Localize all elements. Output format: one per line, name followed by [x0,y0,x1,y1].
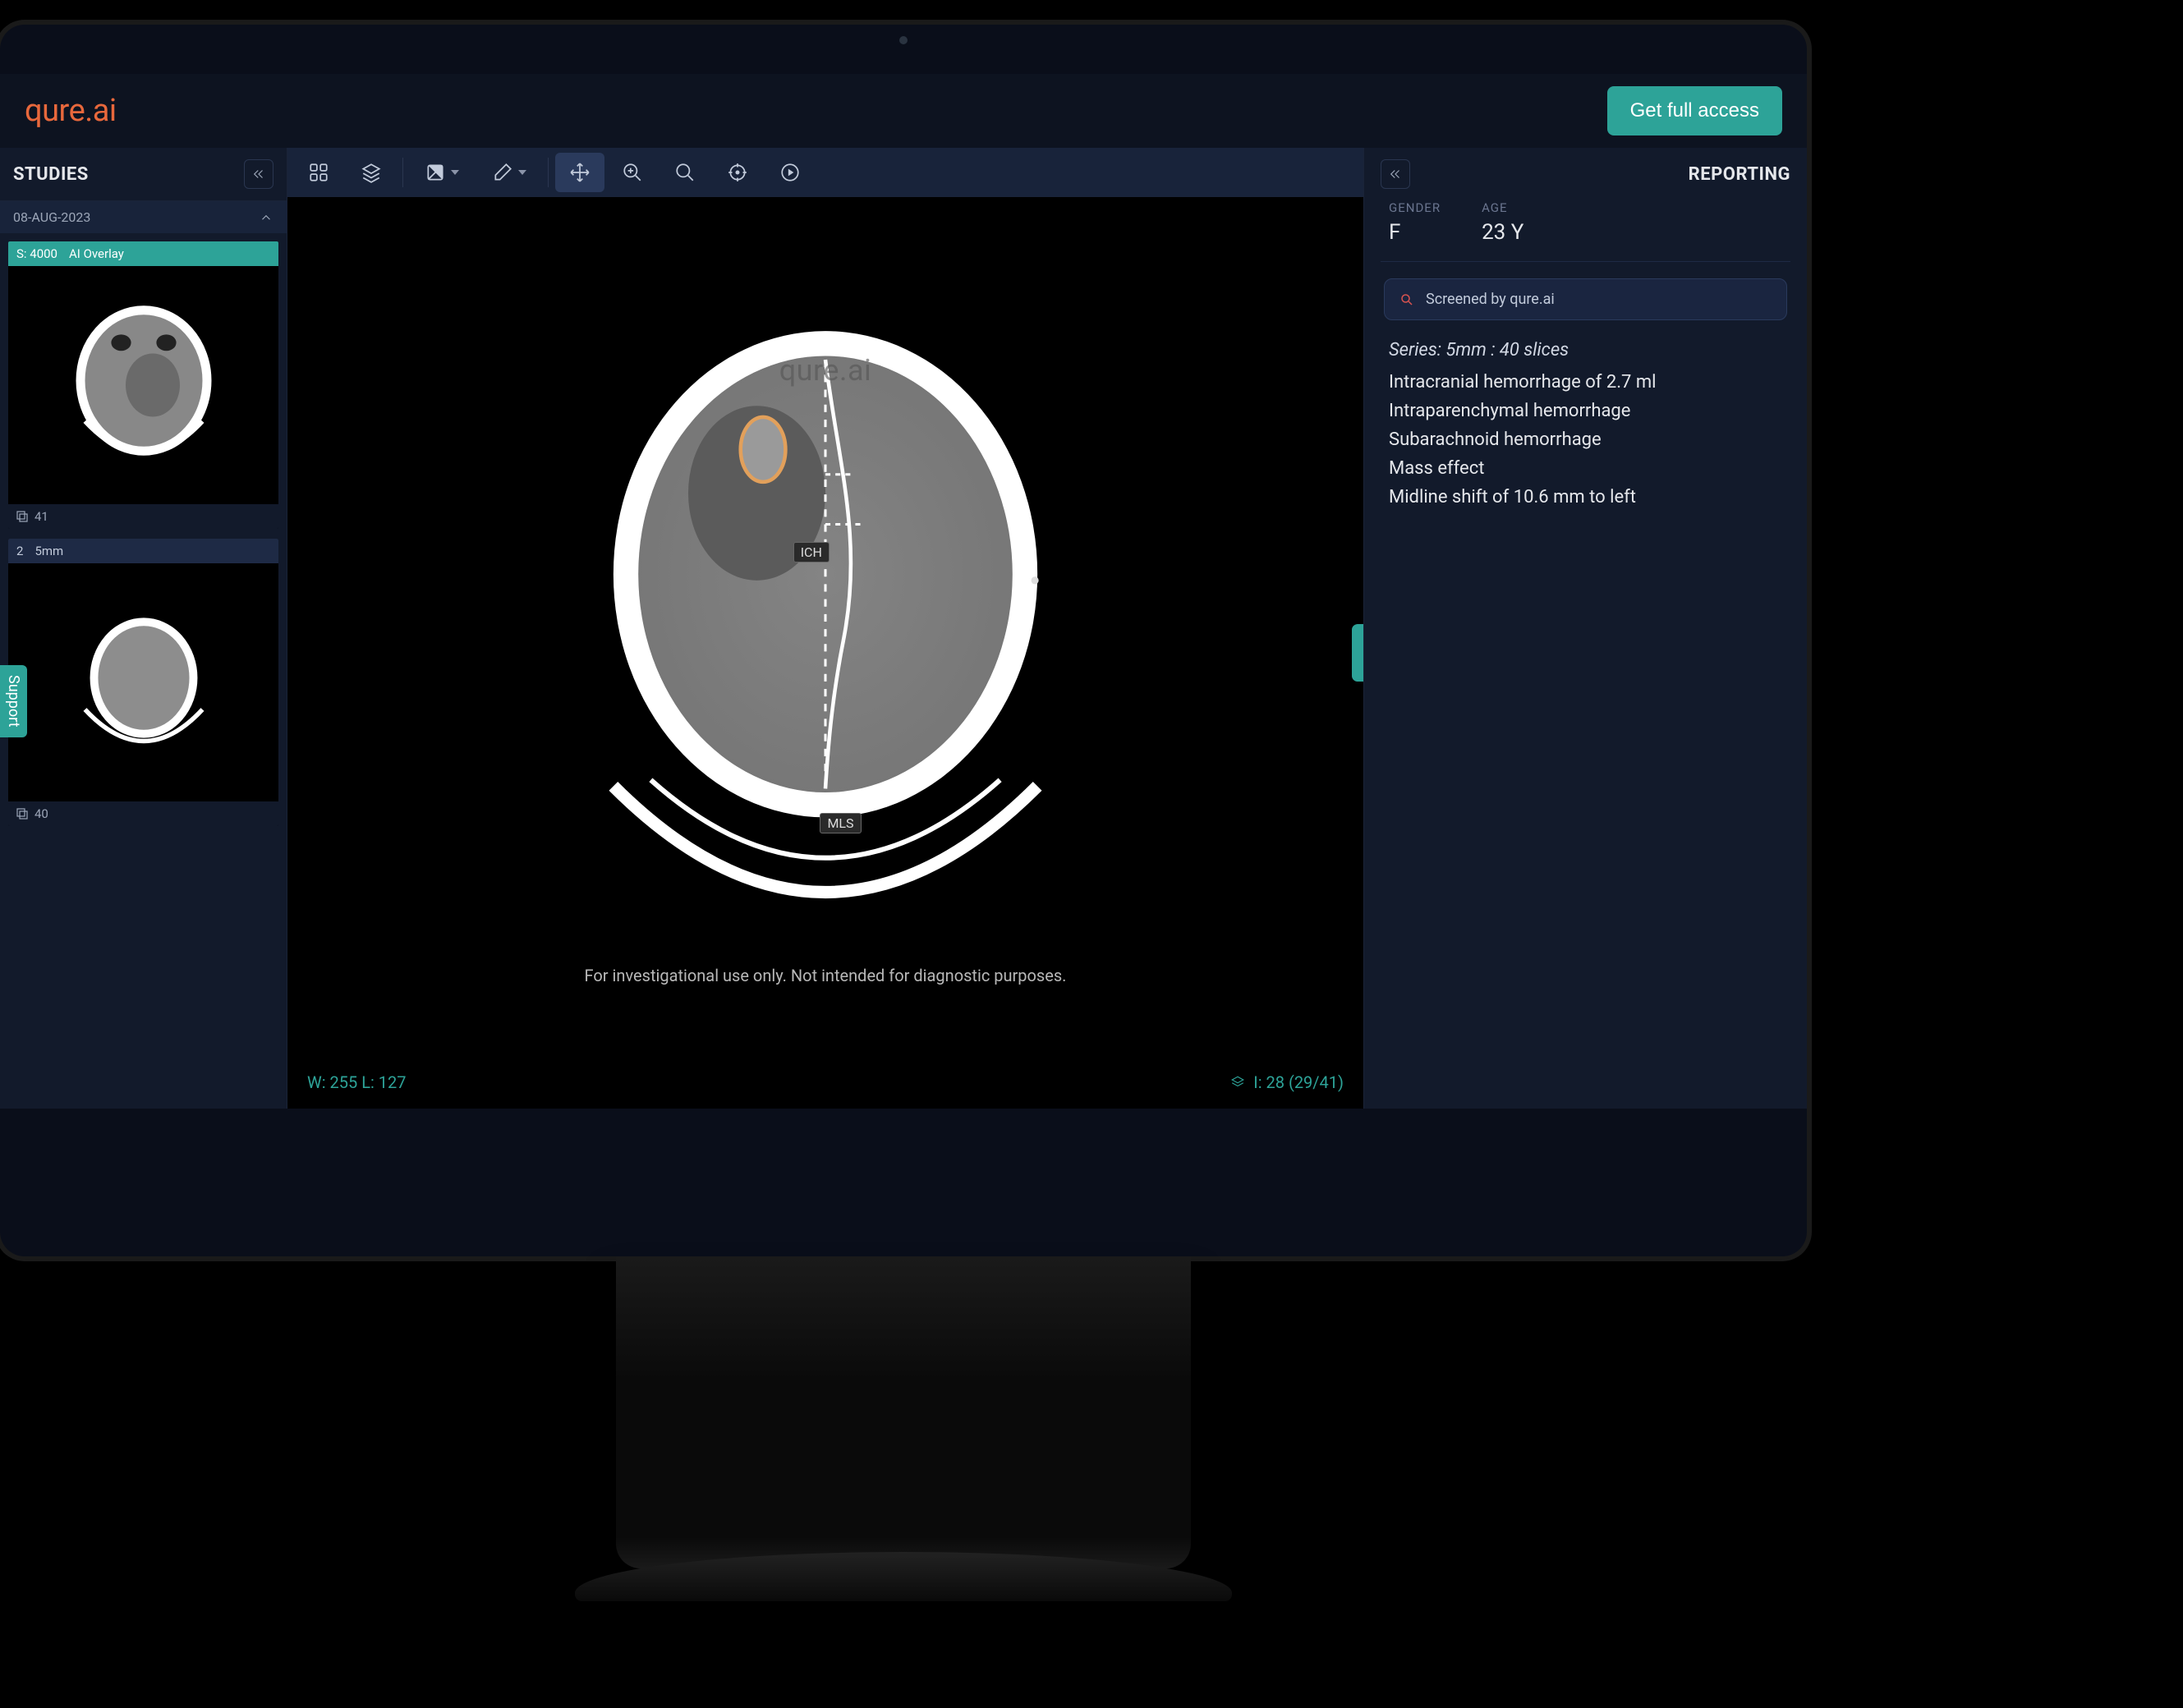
thumbnail-image [8,266,278,504]
collapse-left-button[interactable] [244,159,273,189]
search-icon [674,162,696,183]
finding-line: Intraparenchymal hemorrhage [1389,401,1782,421]
thumbnail-count: 41 [34,509,48,524]
search-icon [1399,292,1414,307]
window-level-readout: W: 255 L: 127 [307,1072,407,1092]
chevron-down-icon [518,170,526,175]
zoom-button[interactable] [660,153,710,192]
age-label: AGE [1482,200,1524,215]
viewer-watermark: qure.ai [779,353,872,388]
patient-meta: GENDER F AGE 23 Y [1364,200,1807,261]
grid-icon [308,162,329,183]
scan-image [513,287,1137,961]
contrast-button[interactable] [410,153,474,192]
studies-header: STUDIES [0,148,287,201]
thumbnail-count: 40 [34,806,48,821]
gender-meta: GENDER F [1389,200,1441,245]
thumbnail-list: S: 4000 AI Overlay [0,233,287,834]
studies-panel: STUDIES 08-AUG-2023 S: 4000 AI Overlay [0,148,287,1109]
reporting-header: REPORTING [1364,148,1807,200]
viewer: qure.ai [287,148,1363,1109]
monitor-stand [616,1256,1191,1568]
topbar: qure.ai Get full access [0,74,1807,148]
finding-line: Mass effect [1389,458,1782,479]
slice-readout: I: 28 (29/41) [1230,1072,1344,1092]
toolbar-separator [548,158,549,187]
thumbnail-image [8,563,278,801]
layers-button[interactable] [347,153,396,192]
finding-line: Intracranial hemorrhage of 2.7 ml [1389,372,1782,393]
age-value: 23 Y [1482,220,1524,245]
chevron-up-icon [259,210,273,225]
center-button[interactable] [713,153,762,192]
thumbnail-item[interactable]: 2 5mm 40 [8,539,278,826]
thumbnail-footer: 41 [8,504,278,529]
slice-info-text: I: 28 (29/41) [1253,1072,1344,1092]
thumbnail-overlay: AI Overlay [69,246,124,261]
age-meta: AGE 23 Y [1482,200,1524,245]
divider [1381,261,1790,262]
main-layout: STUDIES 08-AUG-2023 S: 4000 AI Overlay [0,148,1807,1109]
contrast-icon [425,162,446,183]
toolbar-separator [402,158,403,187]
screen: qure.ai Get full access STUDIES 08-AUG-2… [0,74,1807,1109]
right-panel-handle[interactable] [1352,624,1363,682]
pan-button[interactable] [555,153,604,192]
viewer-toolbar [287,148,1363,197]
viewer-canvas[interactable]: qure.ai [287,197,1363,1109]
erase-button[interactable] [477,153,541,192]
play-circle-icon [779,162,801,183]
studies-title: STUDIES [13,164,89,185]
overlay-label-ich: ICH [793,542,830,562]
monitor-frame: qure.ai Get full access STUDIES 08-AUG-2… [0,25,1807,1256]
thumbnail-item[interactable]: S: 4000 AI Overlay [8,241,278,529]
eraser-icon [492,162,513,183]
support-tab[interactable]: Support [0,665,27,737]
brand-logo: qure.ai [25,93,117,129]
layers-icon [1230,1075,1245,1090]
thumbnail-overlay: 5mm [34,544,63,558]
chevron-double-left-icon [1388,167,1403,181]
viewer-disclaimer: For investigational use only. Not intend… [585,966,1067,985]
thumbnail-header: 2 5mm [8,539,278,563]
thumbnail-series: S: 4000 [16,246,57,261]
crosshair-icon [727,162,748,183]
play-button[interactable] [765,153,815,192]
screened-by-text: Screened by qure.ai [1426,291,1555,308]
stack-icon [15,509,30,524]
thumbnail-footer: 40 [8,801,278,826]
study-date: 08-AUG-2023 [13,209,90,225]
thumbnail-series: 2 [16,544,23,558]
stack-icon [15,806,30,821]
chevron-double-left-icon [251,167,266,181]
chevron-down-icon [451,170,459,175]
finding-line: Subarachnoid hemorrhage [1389,429,1782,450]
get-full-access-button[interactable]: Get full access [1607,86,1782,135]
report-body: Series: 5mm : 40 slices Intracranial hem… [1364,340,1807,516]
reporting-panel: REPORTING GENDER F AGE 23 Y Screened by … [1363,148,1807,1109]
layout-grid-button[interactable] [294,153,343,192]
zoom-in-button[interactable] [608,153,657,192]
finding-line: Midline shift of 10.6 mm to left [1389,487,1782,507]
overlay-label-mls: MLS [820,813,861,833]
screened-by-pill[interactable]: Screened by qure.ai [1384,278,1787,320]
collapse-right-button[interactable] [1381,159,1410,189]
thumbnail-header: S: 4000 AI Overlay [8,241,278,266]
study-date-row[interactable]: 08-AUG-2023 [0,201,287,233]
layers-icon [361,162,382,183]
zoom-in-icon [622,162,643,183]
gender-label: GENDER [1389,200,1441,215]
gender-value: F [1389,220,1441,245]
series-line: Series: 5mm : 40 slices [1389,340,1782,360]
move-icon [569,162,591,183]
reporting-title: REPORTING [1689,164,1790,185]
